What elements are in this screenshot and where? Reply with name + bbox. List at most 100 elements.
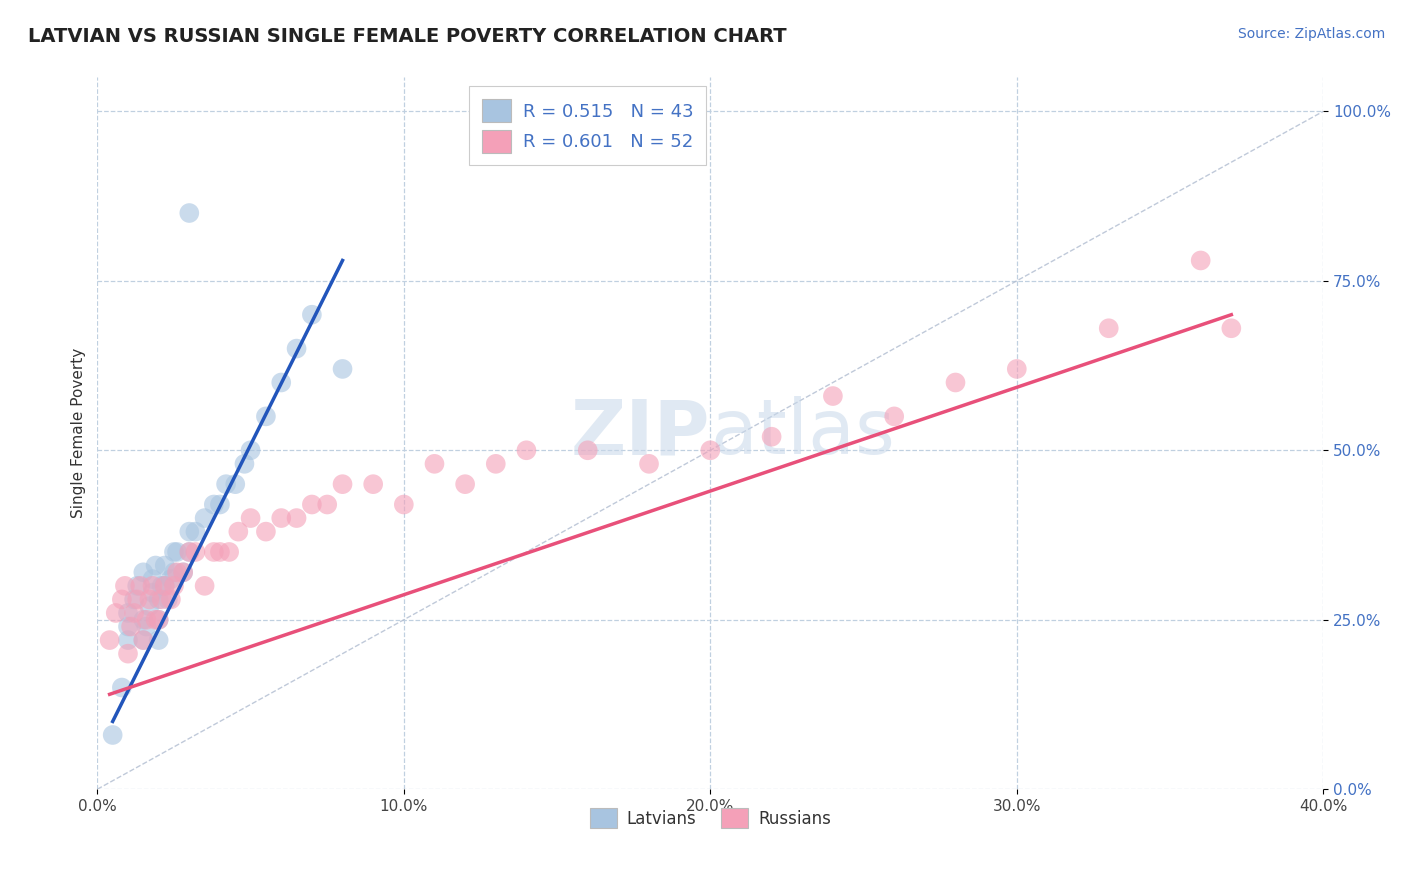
Point (117, 647, 139, 661)
Point (228, 524, 250, 539)
Point (883, 409, 905, 424)
Point (270, 511, 292, 525)
Point (576, 443, 599, 458)
Text: atlas: atlas (710, 396, 896, 470)
Point (202, 498, 225, 512)
Point (132, 613, 155, 627)
Point (156, 592, 179, 607)
Point (153, 579, 176, 593)
Point (239, 511, 262, 525)
Point (120, 619, 142, 633)
Point (285, 342, 308, 356)
Point (163, 566, 186, 580)
Point (208, 545, 231, 559)
Point (98, 633, 121, 648)
Point (184, 545, 207, 559)
Point (160, 592, 183, 607)
Point (316, 498, 339, 512)
Point (301, 498, 323, 512)
Point (202, 545, 225, 559)
Point (135, 613, 157, 627)
Point (821, 389, 844, 403)
Point (148, 633, 170, 648)
Point (160, 572, 183, 586)
Point (111, 592, 134, 607)
Point (179, 545, 201, 559)
Point (127, 579, 149, 593)
Point (301, 308, 323, 322)
Point (361, 477, 384, 491)
Point (135, 619, 157, 633)
Point (285, 511, 308, 525)
Point (163, 545, 186, 559)
Point (141, 579, 163, 593)
Point (138, 592, 160, 607)
Point (179, 524, 201, 539)
Point (638, 457, 661, 471)
Point (114, 579, 136, 593)
Point (132, 633, 155, 648)
Point (166, 545, 188, 559)
Point (150, 592, 173, 607)
Point (145, 558, 167, 573)
Point (172, 566, 194, 580)
Point (945, 376, 967, 390)
Point (179, 545, 201, 559)
Point (141, 572, 163, 586)
Point (254, 524, 277, 539)
Point (218, 545, 240, 559)
Point (515, 443, 537, 458)
Point (117, 633, 139, 648)
Point (172, 566, 194, 580)
Point (1098, 321, 1121, 335)
Point (392, 498, 415, 512)
Point (485, 457, 508, 471)
Point (179, 206, 201, 220)
Point (233, 457, 256, 471)
Point (122, 606, 145, 620)
Legend: Latvians, Russians: Latvians, Russians (583, 802, 838, 834)
Point (166, 566, 188, 580)
Point (1220, 321, 1243, 335)
Point (132, 566, 155, 580)
Point (145, 613, 167, 627)
Point (1189, 253, 1212, 268)
Text: LATVIAN VS RUSSIAN SINGLE FEMALE POVERTY CORRELATION CHART: LATVIAN VS RUSSIAN SINGLE FEMALE POVERTY… (28, 27, 787, 45)
Point (270, 376, 292, 390)
Point (138, 599, 160, 614)
Point (122, 592, 145, 607)
Point (117, 606, 139, 620)
Point (208, 498, 231, 512)
Point (104, 606, 127, 620)
Point (224, 477, 246, 491)
Point (153, 579, 176, 593)
Point (454, 477, 477, 491)
Point (761, 430, 783, 444)
Text: Source: ZipAtlas.com: Source: ZipAtlas.com (1237, 27, 1385, 41)
Point (699, 443, 721, 458)
Point (127, 592, 149, 607)
Point (148, 592, 170, 607)
Point (332, 362, 354, 376)
Point (332, 477, 354, 491)
Point (423, 457, 446, 471)
Point (132, 633, 155, 648)
Y-axis label: Single Female Poverty: Single Female Poverty (72, 348, 86, 518)
Point (141, 585, 163, 599)
Point (194, 579, 217, 593)
Point (153, 558, 176, 573)
Point (1005, 362, 1028, 376)
Point (129, 579, 152, 593)
Point (150, 579, 173, 593)
Text: ZIP: ZIP (571, 396, 710, 470)
Point (111, 681, 134, 695)
Point (184, 524, 207, 539)
Point (148, 613, 170, 627)
Point (194, 511, 217, 525)
Point (163, 579, 186, 593)
Point (148, 613, 170, 627)
Point (101, 728, 124, 742)
Point (117, 619, 139, 633)
Point (215, 477, 238, 491)
Point (254, 409, 277, 424)
